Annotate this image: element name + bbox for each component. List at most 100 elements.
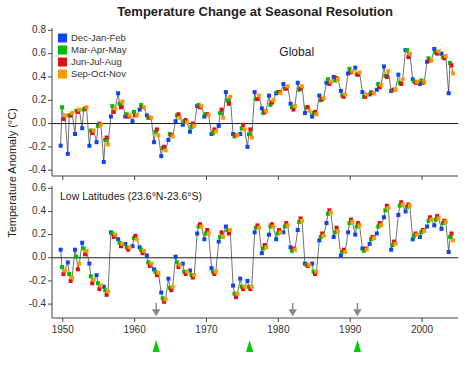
point: [271, 225, 275, 229]
y-tick-label: 0.2: [32, 228, 46, 239]
point: [432, 47, 436, 51]
y-tick: [48, 211, 52, 212]
point: [135, 237, 139, 241]
y-tick-label: 0.0: [32, 117, 46, 128]
point: [199, 104, 203, 108]
point: [159, 291, 163, 295]
point: [365, 248, 369, 252]
point: [135, 113, 139, 117]
point: [317, 94, 321, 98]
point: [293, 104, 297, 108]
point: [234, 295, 238, 299]
legend-label: Sep-Oct-Nov: [71, 68, 126, 79]
point: [66, 260, 70, 264]
season-line: [61, 202, 453, 302]
point: [401, 77, 405, 81]
y-tick: [48, 146, 52, 147]
point: [205, 228, 209, 232]
point: [69, 279, 73, 283]
x-tick-label: 1970: [195, 324, 218, 335]
y-tick-label: 0.6: [32, 47, 46, 58]
point: [228, 228, 232, 232]
point: [224, 90, 228, 94]
x-tick-label: 1980: [267, 324, 290, 335]
point: [243, 127, 247, 131]
zero-line: [52, 257, 458, 258]
point: [281, 82, 285, 86]
y-tick: [48, 53, 52, 54]
point: [437, 49, 441, 53]
x-tick: [206, 176, 207, 180]
point: [279, 91, 283, 95]
point: [220, 230, 224, 234]
point: [174, 255, 178, 259]
panel-label: Global: [279, 45, 314, 59]
legend-swatch: [58, 58, 67, 67]
point: [210, 266, 214, 270]
panel: -0.4-0.20.00.20.40.60.8GlobalDec-Jan-Feb…: [29, 24, 458, 180]
point: [267, 94, 271, 98]
point: [267, 233, 271, 237]
point: [152, 140, 156, 144]
point: [332, 235, 336, 239]
point: [279, 230, 283, 234]
point: [228, 95, 232, 99]
zero-line: [52, 123, 458, 124]
point: [80, 241, 84, 245]
point: [444, 54, 448, 58]
point: [314, 270, 318, 274]
x-tick-label: 1990: [339, 324, 362, 335]
x-tick: [278, 176, 279, 180]
point: [133, 234, 137, 238]
plot-area: [52, 47, 458, 164]
point: [422, 229, 426, 233]
point: [120, 242, 124, 246]
point: [95, 140, 99, 144]
point: [353, 66, 357, 70]
point: [192, 124, 196, 128]
y-tick-label: 0.8: [32, 24, 46, 35]
point: [73, 248, 77, 252]
point: [411, 237, 415, 241]
point: [264, 109, 268, 113]
y-tick-label: 0.6: [32, 182, 46, 193]
point: [159, 154, 163, 158]
point: [343, 92, 347, 96]
point: [260, 106, 264, 110]
point: [303, 111, 307, 115]
point: [171, 285, 175, 289]
y-tick-label: -0.4: [29, 298, 47, 309]
point: [181, 123, 185, 127]
point: [227, 231, 231, 235]
point: [218, 111, 222, 115]
point: [195, 231, 199, 235]
point: [116, 91, 120, 95]
volcanic-arrow: [354, 303, 360, 315]
point: [439, 227, 443, 231]
point: [429, 59, 433, 63]
point: [59, 248, 63, 252]
point: [329, 211, 333, 215]
point: [393, 88, 397, 92]
point: [291, 108, 295, 112]
point: [178, 116, 182, 120]
x-tick-label: 1960: [124, 324, 147, 335]
point: [176, 112, 180, 116]
y-tick: [48, 100, 52, 101]
point: [408, 204, 412, 208]
point: [314, 112, 318, 116]
point: [235, 292, 239, 296]
point: [105, 136, 109, 140]
point: [450, 63, 454, 67]
point: [214, 270, 218, 274]
point: [149, 116, 153, 120]
point: [238, 277, 242, 281]
point: [97, 287, 101, 291]
el-nino-marker: [354, 340, 361, 352]
y-axis-line: [52, 28, 53, 176]
point: [382, 215, 386, 219]
point: [250, 136, 254, 140]
point: [156, 271, 160, 275]
point: [207, 231, 211, 235]
point: [164, 148, 168, 152]
